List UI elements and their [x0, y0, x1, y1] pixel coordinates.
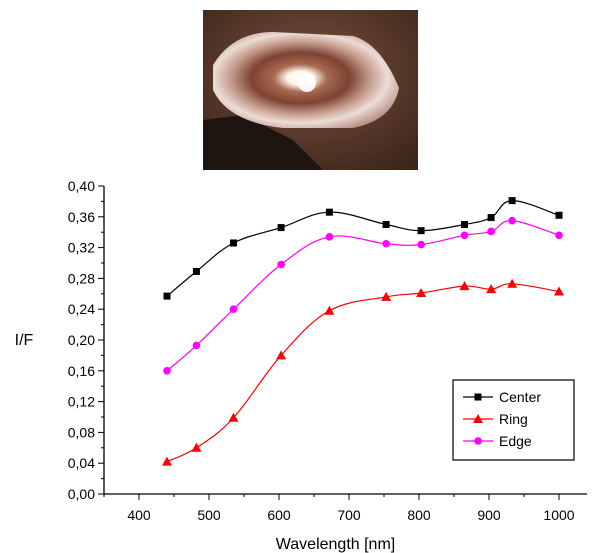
y-tick-label: 0,24: [68, 301, 95, 317]
x-tick-label: 900: [477, 507, 501, 523]
data-point-edge: [417, 240, 425, 249]
data-point-center: [555, 211, 563, 219]
series-line-edge: [166, 220, 560, 372]
legend-marker: [474, 393, 482, 401]
y-tick-label: 0,08: [68, 424, 95, 440]
legend-label: Center: [499, 389, 541, 405]
data-point-edge: [192, 341, 201, 350]
data-point-ring: [554, 286, 564, 296]
x-axis-title: Wavelength [nm]: [276, 536, 395, 553]
x-tick-label: 400: [127, 507, 151, 523]
series-layer: [162, 197, 564, 466]
axes: 0,00 0,04 0,08 0,12 0,16 0,20 0,24 0,28 0,32 0,36…: [15, 178, 587, 553]
data-point-ring: [191, 442, 202, 452]
data-point-ring: [276, 350, 287, 360]
x-tick-label: 800: [407, 507, 431, 523]
legend-label: Edge: [499, 433, 532, 449]
x-tick-label: 500: [197, 507, 221, 523]
y-tick-label: 0,28: [68, 270, 95, 286]
legend-box: [452, 379, 575, 461]
data-point-ring: [324, 305, 335, 315]
series-line-center: [166, 200, 560, 297]
legend-label: Ring: [499, 411, 528, 427]
x-tick-label: 700: [337, 507, 361, 523]
data-point-edge: [460, 231, 469, 240]
data-point-center: [163, 292, 171, 300]
data-point-ring: [162, 456, 172, 466]
y-tick-label: 0,00: [68, 486, 95, 502]
data-point-center: [325, 208, 333, 216]
data-point-center: [382, 221, 390, 228]
data-point-center: [230, 239, 237, 247]
legend-item-center: Center: [463, 389, 541, 405]
data-point-ring: [459, 281, 470, 291]
x-tick-label: 600: [267, 507, 291, 523]
data-point-ring: [381, 291, 392, 301]
series-edge: [163, 216, 563, 375]
y-tick-label: 0,20: [68, 332, 95, 348]
y-axis-title: I/F: [15, 332, 34, 349]
data-point-ring: [416, 288, 427, 298]
data-point-ring: [228, 412, 239, 422]
data-point-edge: [382, 239, 390, 248]
y-tick-label: 0,04: [68, 455, 95, 471]
data-point-ring: [507, 278, 518, 288]
data-point-ring: [486, 284, 497, 294]
data-point-center: [277, 224, 285, 232]
x-tick-label: 1000: [543, 507, 574, 523]
data-point-edge: [277, 260, 285, 269]
y-tick-label: 0,40: [68, 178, 95, 194]
sample-photo: [203, 10, 418, 170]
series-center: [163, 197, 563, 300]
data-point-center: [417, 227, 425, 235]
y-tick-label: 0,36: [68, 209, 95, 225]
series-ring: [162, 278, 564, 466]
y-tick-label: 0,16: [68, 363, 95, 379]
legend-marker: [474, 437, 482, 445]
y-tick-label: 0,12: [68, 394, 95, 410]
data-point-center: [508, 197, 516, 205]
data-point-edge: [163, 367, 171, 375]
data-point-edge: [325, 233, 334, 241]
data-point-edge: [229, 305, 238, 314]
legend: Center Ring Edge: [452, 379, 575, 461]
data-point-center: [192, 267, 200, 275]
data-point-edge: [508, 216, 516, 225]
legend-item-ring: Ring: [463, 411, 528, 427]
data-point-center: [487, 214, 495, 222]
data-point-center: [461, 221, 468, 228]
legend-item-edge: Edge: [463, 433, 532, 449]
y-tick-label: 0,32: [68, 240, 95, 256]
data-point-edge: [555, 231, 563, 240]
data-point-edge: [487, 227, 495, 236]
legend-marker: [473, 414, 483, 423]
